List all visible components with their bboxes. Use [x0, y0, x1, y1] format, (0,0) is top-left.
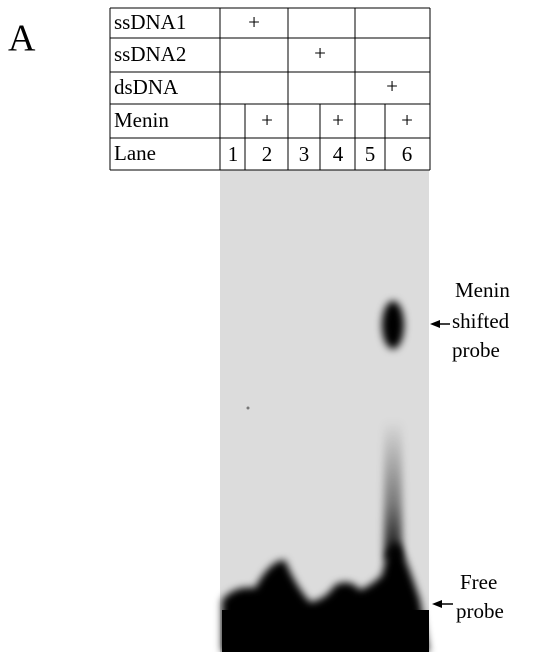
gel-image — [220, 170, 429, 652]
cell: 5 — [365, 142, 376, 166]
cell: 1 — [228, 142, 239, 166]
cell: + — [401, 108, 413, 132]
cell: 3 — [299, 142, 310, 166]
row-label: dsDNA — [114, 75, 179, 99]
row-label: ssDNA1 — [114, 10, 186, 34]
panel-label: A — [8, 18, 36, 60]
row-label: Lane — [114, 141, 156, 165]
row-label: ssDNA2 — [114, 42, 186, 66]
cell: + — [261, 108, 273, 132]
annotation-line: Menin — [455, 278, 510, 302]
cell: + — [332, 108, 344, 132]
cell: 2 — [262, 142, 273, 166]
table: ssDNA1 + ssDNA2 + dsDNA + Menin + + + La… — [114, 10, 413, 166]
row-label: Menin — [114, 108, 169, 132]
annotation-line: probe — [456, 599, 504, 623]
cell: + — [386, 74, 398, 98]
cell: + — [314, 41, 326, 65]
cell: 4 — [333, 142, 344, 166]
annotation-line: Free — [460, 570, 497, 594]
figure: A ssDNA1 + ssDNA2 + dsDNA + Menin + + — [0, 0, 534, 652]
cell: + — [248, 10, 260, 34]
shifted-annotation: Menin shifted probe — [430, 278, 510, 362]
free-annotation: Free probe — [432, 570, 504, 623]
annotation-line: shifted — [452, 309, 510, 333]
annotation-line: probe — [452, 338, 500, 362]
cell: 6 — [402, 142, 413, 166]
